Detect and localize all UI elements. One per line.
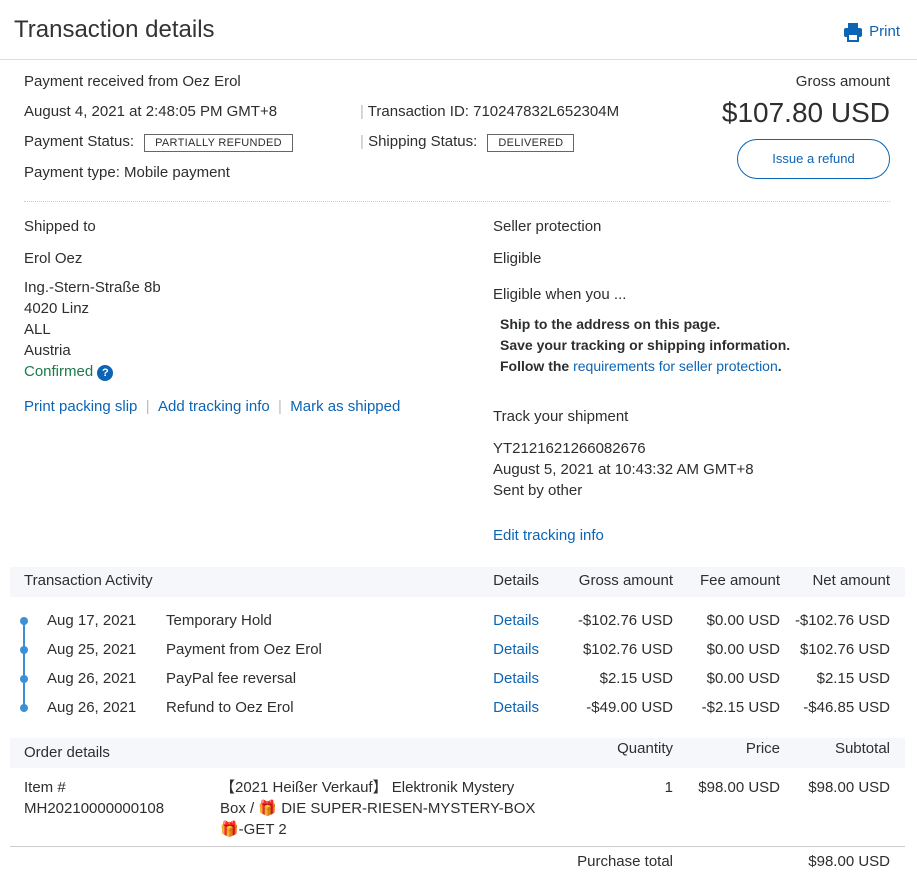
issue-refund-button[interactable]: Issue a refund bbox=[737, 139, 890, 179]
print-label: Print bbox=[869, 23, 900, 40]
address-line: Ing.-Stern-Straße 8b bbox=[24, 279, 161, 296]
payment-type: Payment type: Mobile payment bbox=[24, 164, 230, 181]
tracking-date: August 5, 2021 at 10:43:32 AM GMT+8 bbox=[493, 461, 754, 478]
edit-tracking-link[interactable]: Edit tracking info bbox=[493, 527, 604, 544]
activity-description: PayPal fee reversal bbox=[166, 670, 297, 687]
col-activity: Transaction Activity bbox=[24, 572, 153, 589]
tracking-number: YT2121621266082676 bbox=[493, 440, 646, 457]
activity-fee: $0.00 USD bbox=[706, 641, 780, 658]
activity-gross: -$49.00 USD bbox=[586, 699, 673, 716]
address-line: ALL bbox=[24, 321, 51, 338]
item-subtotal: $98.00 USD bbox=[808, 779, 890, 796]
activity-header bbox=[10, 567, 905, 597]
col-fee: Fee amount bbox=[699, 572, 780, 589]
recipient-name: Erol Oez bbox=[24, 250, 83, 267]
received-from: Payment received from Oez Erol bbox=[24, 73, 241, 90]
item-quantity: 1 bbox=[664, 779, 673, 796]
timeline-dot bbox=[20, 646, 28, 654]
purchase-total: $98.00 USD bbox=[808, 853, 890, 870]
item-description: 【2021 Heißer Verkauf】 Elektronik Mystery bbox=[220, 779, 515, 796]
col-price: Price bbox=[745, 740, 780, 757]
seller-protection-heading: Seller protection bbox=[493, 218, 602, 235]
activity-gross: $102.76 USD bbox=[582, 641, 673, 658]
activity-fee: $0.00 USD bbox=[706, 670, 780, 687]
col-quantity: Quantity bbox=[617, 740, 673, 757]
transaction-date: August 4, 2021 at 2:48:05 PM GMT+8 bbox=[24, 103, 278, 120]
address-line: 4020 Linz bbox=[24, 300, 90, 317]
col-gross: Gross amount bbox=[578, 572, 673, 589]
requirement: Save your tracking or shipping informati… bbox=[500, 337, 791, 353]
mark-shipped-link[interactable]: Mark as shipped bbox=[290, 398, 401, 415]
print-packing-slip-link[interactable]: Print packing slip bbox=[24, 398, 138, 415]
help-icon[interactable]: ? bbox=[97, 365, 114, 381]
gross-label: Gross amount bbox=[795, 73, 890, 90]
activity-gross: -$102.76 USD bbox=[577, 612, 673, 629]
activity-net: -$46.85 USD bbox=[803, 699, 890, 716]
activity-description: Temporary Hold bbox=[166, 612, 272, 629]
activity-date: Aug 17, 2021 bbox=[47, 612, 137, 629]
activity-date: Aug 25, 2021 bbox=[47, 641, 137, 658]
col-details: Details bbox=[493, 572, 539, 589]
timeline-dot bbox=[20, 617, 28, 625]
timeline-dot bbox=[20, 704, 28, 712]
add-tracking-link[interactable]: Add tracking info bbox=[157, 398, 270, 415]
address-line: Austria bbox=[24, 342, 71, 359]
page-title: Transaction details bbox=[14, 16, 215, 43]
shipping-status: | Shipping Status: DELIVERED bbox=[360, 133, 575, 152]
item-description: 🎁-GET 2 bbox=[220, 821, 287, 838]
transaction-id: | Transaction ID: 710247832L652304M bbox=[360, 103, 620, 120]
shipping-links: Print packing slip | Add tracking info |… bbox=[24, 398, 401, 415]
col-order: Order details bbox=[24, 744, 110, 761]
timeline-dot bbox=[20, 675, 28, 683]
item-description: Box / 🎁 DIE SUPER-RIESEN-MYSTERY-BOX bbox=[220, 800, 536, 817]
col-net: Net amount bbox=[812, 572, 890, 589]
activity-details-link[interactable]: Details bbox=[493, 699, 539, 716]
track-heading: Track your shipment bbox=[493, 408, 629, 425]
activity-gross: $2.15 USD bbox=[599, 670, 673, 687]
activity-net: $102.76 USD bbox=[799, 641, 890, 658]
item-price: $98.00 USD bbox=[698, 779, 780, 796]
activity-date: Aug 26, 2021 bbox=[47, 670, 137, 687]
activity-description: Payment from Oez Erol bbox=[166, 641, 322, 658]
activity-description: Refund to Oez Erol bbox=[166, 699, 294, 716]
address-confirmed: Confirmed ? bbox=[24, 363, 114, 381]
activity-net: -$102.76 USD bbox=[794, 612, 890, 629]
requirements-link[interactable]: requirements for seller protection bbox=[573, 358, 778, 374]
activity-fee: $0.00 USD bbox=[706, 612, 780, 629]
col-subtotal: Subtotal bbox=[834, 740, 890, 757]
print-button[interactable]: Print bbox=[843, 22, 900, 42]
activity-details-link[interactable]: Details bbox=[493, 612, 539, 629]
requirement: Follow the requirements for seller prote… bbox=[500, 358, 782, 374]
shipping-badge: DELIVERED bbox=[487, 134, 575, 152]
activity-details-link[interactable]: Details bbox=[493, 641, 539, 658]
purchase-total-label: Purchase total bbox=[577, 853, 673, 870]
divider bbox=[10, 846, 905, 847]
activity-details-link[interactable]: Details bbox=[493, 670, 539, 687]
timeline-line bbox=[23, 621, 25, 709]
order-header bbox=[10, 738, 905, 768]
status-badge: PARTIALLY REFUNDED bbox=[144, 134, 293, 152]
divider bbox=[24, 201, 890, 202]
payment-status: Payment Status: PARTIALLY REFUNDED bbox=[24, 133, 293, 152]
requirement: Ship to the address on this page. bbox=[500, 316, 721, 332]
gross-amount: $107.80 USD bbox=[721, 97, 890, 128]
activity-date: Aug 26, 2021 bbox=[47, 699, 137, 716]
printer-icon bbox=[844, 23, 863, 42]
shipped-to-heading: Shipped to bbox=[24, 218, 96, 235]
activity-fee: -$2.15 USD bbox=[701, 699, 780, 716]
protection-status: Eligible bbox=[493, 250, 542, 267]
item-number: MH20210000000108 bbox=[24, 800, 165, 817]
item-label: Item # bbox=[24, 779, 66, 796]
sent-by: Sent by other bbox=[493, 482, 583, 499]
divider bbox=[0, 59, 917, 60]
eligible-when: Eligible when you ... bbox=[493, 286, 627, 303]
activity-net: $2.15 USD bbox=[816, 670, 890, 687]
